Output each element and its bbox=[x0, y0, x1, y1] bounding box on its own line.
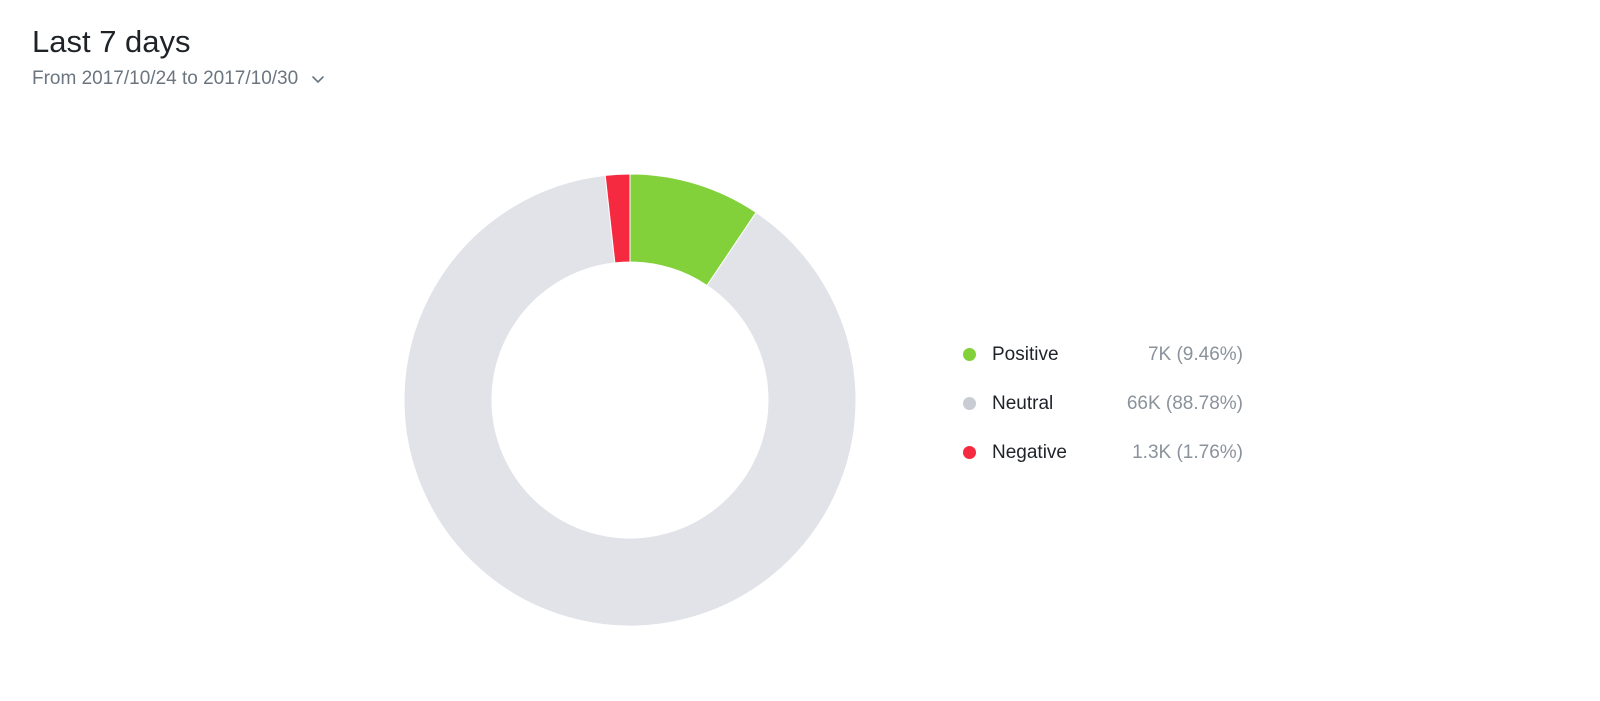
legend-swatch bbox=[963, 397, 976, 410]
legend-value: 66K (88.78%) bbox=[1127, 393, 1243, 415]
date-range-label: From 2017/10/24 to 2017/10/30 bbox=[32, 68, 298, 90]
legend-swatch bbox=[963, 446, 976, 459]
legend-swatch bbox=[963, 348, 976, 361]
legend-value: 7K (9.46%) bbox=[1148, 344, 1243, 366]
legend-label: Negative bbox=[992, 442, 1067, 464]
page-title: Last 7 days bbox=[32, 22, 326, 62]
legend-item-negative[interactable]: Negative 1.3K (1.76%) bbox=[963, 428, 1243, 477]
chart-header: Last 7 days From 2017/10/24 to 2017/10/3… bbox=[32, 22, 326, 90]
legend-item-positive[interactable]: Positive 7K (9.46%) bbox=[963, 330, 1243, 379]
legend-label: Positive bbox=[992, 344, 1059, 366]
sentiment-donut-chart bbox=[400, 170, 860, 630]
chart-legend: Positive 7K (9.46%) Neutral 66K (88.78%) Neg… bbox=[963, 330, 1243, 477]
legend-item-neutral[interactable]: Neutral 66K (88.78%) bbox=[963, 379, 1243, 428]
legend-label: Neutral bbox=[992, 393, 1053, 415]
chevron-down-icon bbox=[310, 71, 326, 87]
legend-value: 1.3K (1.76%) bbox=[1132, 442, 1243, 464]
date-range-dropdown[interactable]: From 2017/10/24 to 2017/10/30 bbox=[32, 68, 326, 90]
